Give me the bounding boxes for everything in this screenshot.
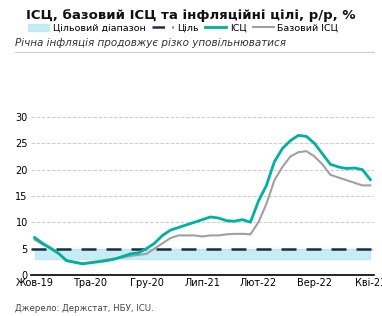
Legend: Цільовий діапазон, Ціль, ІСЦ, Базовий ІСЦ: Цільовий діапазон, Ціль, ІСЦ, Базовий ІС… [28,24,338,33]
Text: ІСЦ, базовий ІСЦ та інфляційні цілі, р/р, %: ІСЦ, базовий ІСЦ та інфляційні цілі, р/р… [26,9,356,22]
Text: Джерело: Держстат, НБУ, ICU.: Джерело: Держстат, НБУ, ICU. [15,304,154,313]
Text: Річна інфляція продовжує різко уповільнюватися: Річна інфляція продовжує різко уповільню… [15,38,286,48]
